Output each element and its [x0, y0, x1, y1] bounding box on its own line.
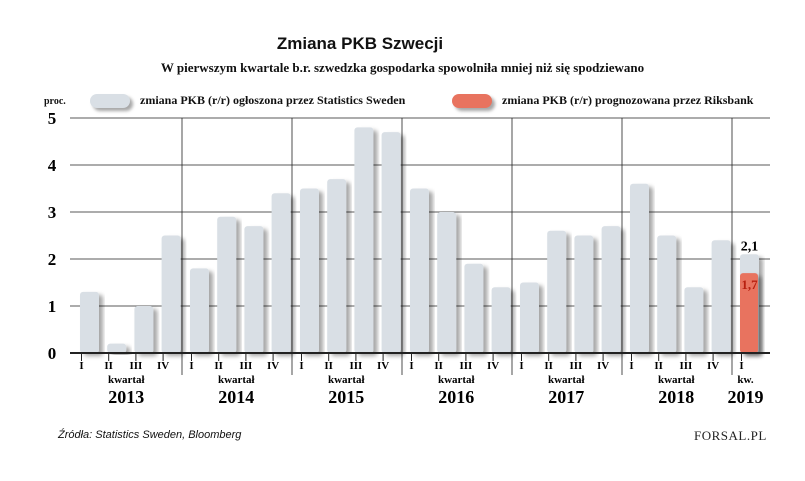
- quarter-label: IV: [157, 360, 169, 372]
- quarter-label: IV: [487, 360, 499, 372]
- bar-2014-III: [244, 226, 264, 353]
- bar-2017-II: [547, 230, 567, 353]
- quarter-label: I: [79, 360, 83, 372]
- quarter-label: II: [214, 360, 223, 372]
- quarter-label: III: [129, 360, 142, 372]
- data-label-actual: 2,1: [741, 239, 759, 254]
- bar-2016-III: [464, 263, 484, 353]
- quarter-label: III: [349, 360, 362, 372]
- legend-item-actual: zmiana PKB (r/r) ogłoszona przez Statist…: [90, 93, 405, 108]
- group-sublabel: kwartał: [328, 374, 365, 386]
- quarter-label: IV: [377, 360, 389, 372]
- y-tick-label: 4: [48, 156, 57, 175]
- y-unit-label: proc.: [44, 96, 66, 107]
- quarter-label: III: [459, 360, 472, 372]
- group-sublabel: kwartał: [108, 374, 145, 386]
- bar-2016-IV: [491, 287, 511, 353]
- quarter-label: II: [324, 360, 333, 372]
- legend-swatch-forecast: [452, 93, 492, 108]
- y-tick-label: 5: [48, 109, 57, 128]
- year-label: 2019: [728, 387, 764, 407]
- bar-2017-I: [520, 282, 539, 353]
- bar-2013-I: [80, 291, 99, 353]
- bar-2015-III: [354, 127, 374, 354]
- bar-2014-IV: [271, 193, 291, 353]
- group-sublabel: kwartał: [658, 374, 695, 386]
- quarter-label: II: [654, 360, 663, 372]
- legend-label-actual: zmiana PKB (r/r) ogłoszona przez Statist…: [140, 93, 406, 107]
- quarter-label: II: [544, 360, 553, 372]
- group-sublabel: kwartał: [438, 374, 475, 386]
- bar-2014-II: [217, 216, 237, 353]
- quarter-label: III: [569, 360, 582, 372]
- forecast-bar-2019-I: [740, 273, 758, 353]
- y-tick-label: 1: [48, 297, 57, 316]
- quarter-label: I: [519, 360, 523, 372]
- bar-2018-II: [657, 235, 677, 353]
- group-sublabel: kw.: [737, 374, 753, 386]
- bar-2018-III: [684, 287, 704, 353]
- y-tick-label: 3: [48, 203, 57, 222]
- bar-2017-III: [574, 235, 594, 353]
- chart-subtitle: W pierwszym kwartale b.r. szwedzka gospo…: [160, 60, 645, 75]
- year-label: 2014: [218, 387, 254, 407]
- chart-title: Zmiana PKB Szwecji: [276, 34, 444, 53]
- quarter-label: II: [104, 360, 113, 372]
- bar-2018-IV: [711, 240, 731, 353]
- quarter-label: IV: [597, 360, 609, 372]
- bar-2015-II: [327, 179, 347, 353]
- quarter-label: III: [679, 360, 692, 372]
- quarter-label: II: [434, 360, 443, 372]
- source-note: Źródła: Statistics Sweden, Bloomberg: [58, 429, 242, 441]
- bar-2015-I: [300, 188, 319, 353]
- bar-2016-I: [410, 188, 429, 353]
- quarter-label: I: [189, 360, 193, 372]
- quarter-label: IV: [707, 360, 719, 372]
- legend-label-forecast: zmiana PKB (r/r) prognozowana przez Riks…: [502, 93, 754, 107]
- year-label: 2013: [108, 387, 144, 407]
- bar-2014-I: [190, 268, 209, 353]
- bar-2013-II: [107, 343, 127, 353]
- group-sublabel: kwartał: [218, 374, 255, 386]
- y-tick-label: 0: [48, 344, 57, 363]
- bar-2017-IV: [601, 226, 621, 353]
- bar-2018-I: [630, 183, 649, 353]
- legend-swatch-actual: [90, 93, 130, 108]
- legend-item-forecast: zmiana PKB (r/r) prognozowana przez Riks…: [452, 93, 753, 108]
- quarter-label: I: [739, 360, 743, 372]
- bar-2015-IV: [381, 132, 401, 353]
- brand-logo: FORSAL.PL: [694, 428, 767, 443]
- quarter-label: I: [409, 360, 413, 372]
- bar-2013-III: [134, 306, 154, 353]
- quarter-label: I: [629, 360, 633, 372]
- year-label: 2016: [438, 387, 474, 407]
- year-label: 2017: [548, 387, 584, 407]
- data-label-forecast: 1,7: [741, 277, 758, 292]
- quarter-label: IV: [267, 360, 279, 372]
- bar-2013-IV: [161, 235, 181, 353]
- year-label: 2018: [658, 387, 694, 407]
- quarter-label: I: [299, 360, 303, 372]
- quarter-label: III: [239, 360, 252, 372]
- bar-2016-II: [437, 212, 457, 353]
- y-tick-label: 2: [48, 250, 57, 269]
- year-label: 2015: [328, 387, 364, 407]
- group-sublabel: kwartał: [548, 374, 585, 386]
